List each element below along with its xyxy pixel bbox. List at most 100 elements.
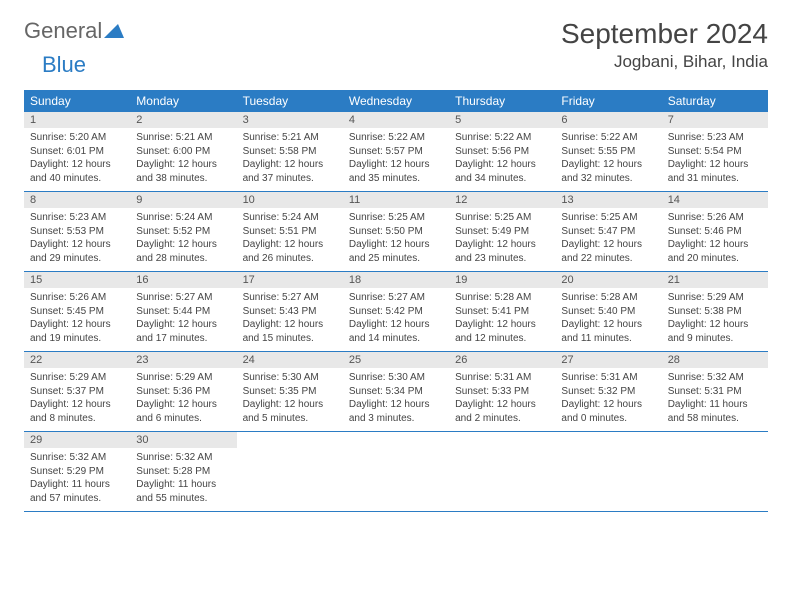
day-data: Sunrise: 5:30 AMSunset: 5:34 PMDaylight:…: [343, 368, 449, 431]
day-cell: 19Sunrise: 5:28 AMSunset: 5:41 PMDayligh…: [449, 272, 555, 352]
day-header-cell: Friday: [555, 90, 661, 112]
day-cell: 30Sunrise: 5:32 AMSunset: 5:28 PMDayligh…: [130, 432, 236, 512]
day-data: Sunrise: 5:23 AMSunset: 5:54 PMDaylight:…: [662, 128, 768, 191]
day-cell: 20Sunrise: 5:28 AMSunset: 5:40 PMDayligh…: [555, 272, 661, 352]
day-data: Sunrise: 5:22 AMSunset: 5:55 PMDaylight:…: [555, 128, 661, 191]
day-header-cell: Sunday: [24, 90, 130, 112]
day-cell: 26Sunrise: 5:31 AMSunset: 5:33 PMDayligh…: [449, 352, 555, 432]
day-cell: [343, 432, 449, 512]
day-number: 9: [130, 192, 236, 208]
day-header-cell: Monday: [130, 90, 236, 112]
day-cell: 27Sunrise: 5:31 AMSunset: 5:32 PMDayligh…: [555, 352, 661, 432]
day-number: 16: [130, 272, 236, 288]
day-number: 28: [662, 352, 768, 368]
day-data: Sunrise: 5:27 AMSunset: 5:42 PMDaylight:…: [343, 288, 449, 351]
day-header-cell: Tuesday: [237, 90, 343, 112]
day-number: 13: [555, 192, 661, 208]
day-cell: 8Sunrise: 5:23 AMSunset: 5:53 PMDaylight…: [24, 192, 130, 272]
day-cell: [555, 432, 661, 512]
week-row: 15Sunrise: 5:26 AMSunset: 5:45 PMDayligh…: [24, 272, 768, 352]
day-cell: 3Sunrise: 5:21 AMSunset: 5:58 PMDaylight…: [237, 112, 343, 192]
day-data: Sunrise: 5:27 AMSunset: 5:43 PMDaylight:…: [237, 288, 343, 351]
day-number: 22: [24, 352, 130, 368]
day-cell: 25Sunrise: 5:30 AMSunset: 5:34 PMDayligh…: [343, 352, 449, 432]
day-number: 26: [449, 352, 555, 368]
day-cell: 2Sunrise: 5:21 AMSunset: 6:00 PMDaylight…: [130, 112, 236, 192]
day-cell: 24Sunrise: 5:30 AMSunset: 5:35 PMDayligh…: [237, 352, 343, 432]
day-number: 19: [449, 272, 555, 288]
day-data: Sunrise: 5:31 AMSunset: 5:33 PMDaylight:…: [449, 368, 555, 431]
day-cell: 7Sunrise: 5:23 AMSunset: 5:54 PMDaylight…: [662, 112, 768, 192]
day-number: 30: [130, 432, 236, 448]
day-cell: 13Sunrise: 5:25 AMSunset: 5:47 PMDayligh…: [555, 192, 661, 272]
day-cell: 6Sunrise: 5:22 AMSunset: 5:55 PMDaylight…: [555, 112, 661, 192]
day-header-cell: Wednesday: [343, 90, 449, 112]
day-cell: 21Sunrise: 5:29 AMSunset: 5:38 PMDayligh…: [662, 272, 768, 352]
day-number: 1: [24, 112, 130, 128]
day-number: 5: [449, 112, 555, 128]
day-number: 8: [24, 192, 130, 208]
day-cell: 29Sunrise: 5:32 AMSunset: 5:29 PMDayligh…: [24, 432, 130, 512]
day-cell: 4Sunrise: 5:22 AMSunset: 5:57 PMDaylight…: [343, 112, 449, 192]
day-cell: 28Sunrise: 5:32 AMSunset: 5:31 PMDayligh…: [662, 352, 768, 432]
day-data: Sunrise: 5:24 AMSunset: 5:52 PMDaylight:…: [130, 208, 236, 271]
day-number: 23: [130, 352, 236, 368]
day-number: 15: [24, 272, 130, 288]
day-cell: 23Sunrise: 5:29 AMSunset: 5:36 PMDayligh…: [130, 352, 236, 432]
day-data: Sunrise: 5:22 AMSunset: 5:56 PMDaylight:…: [449, 128, 555, 191]
week-row: 29Sunrise: 5:32 AMSunset: 5:29 PMDayligh…: [24, 432, 768, 512]
day-number: 24: [237, 352, 343, 368]
day-cell: 9Sunrise: 5:24 AMSunset: 5:52 PMDaylight…: [130, 192, 236, 272]
day-number: 11: [343, 192, 449, 208]
calendar-table: SundayMondayTuesdayWednesdayThursdayFrid…: [24, 90, 768, 512]
day-cell: [237, 432, 343, 512]
day-data: Sunrise: 5:25 AMSunset: 5:50 PMDaylight:…: [343, 208, 449, 271]
day-number: 21: [662, 272, 768, 288]
month-title: September 2024: [561, 18, 768, 50]
week-row: 22Sunrise: 5:29 AMSunset: 5:37 PMDayligh…: [24, 352, 768, 432]
day-number: 3: [237, 112, 343, 128]
day-data: Sunrise: 5:29 AMSunset: 5:37 PMDaylight:…: [24, 368, 130, 431]
logo-triangle-icon: [104, 18, 124, 44]
day-data: Sunrise: 5:26 AMSunset: 5:45 PMDaylight:…: [24, 288, 130, 351]
title-block: September 2024 Jogbani, Bihar, India: [561, 18, 768, 72]
week-row: 1Sunrise: 5:20 AMSunset: 6:01 PMDaylight…: [24, 112, 768, 192]
day-number: 20: [555, 272, 661, 288]
day-cell: 22Sunrise: 5:29 AMSunset: 5:37 PMDayligh…: [24, 352, 130, 432]
day-number: 6: [555, 112, 661, 128]
logo-text-2: Blue: [42, 52, 86, 77]
day-cell: 16Sunrise: 5:27 AMSunset: 5:44 PMDayligh…: [130, 272, 236, 352]
day-data: Sunrise: 5:27 AMSunset: 5:44 PMDaylight:…: [130, 288, 236, 351]
day-data: Sunrise: 5:21 AMSunset: 6:00 PMDaylight:…: [130, 128, 236, 191]
day-number: 17: [237, 272, 343, 288]
day-data: Sunrise: 5:28 AMSunset: 5:41 PMDaylight:…: [449, 288, 555, 351]
day-cell: 10Sunrise: 5:24 AMSunset: 5:51 PMDayligh…: [237, 192, 343, 272]
day-cell: [449, 432, 555, 512]
day-header-cell: Saturday: [662, 90, 768, 112]
day-number: 2: [130, 112, 236, 128]
day-data: Sunrise: 5:26 AMSunset: 5:46 PMDaylight:…: [662, 208, 768, 271]
day-header-cell: Thursday: [449, 90, 555, 112]
logo-text-1: General: [24, 18, 102, 44]
day-data: Sunrise: 5:32 AMSunset: 5:29 PMDaylight:…: [24, 448, 130, 511]
location: Jogbani, Bihar, India: [561, 52, 768, 72]
day-number: 10: [237, 192, 343, 208]
day-data: Sunrise: 5:21 AMSunset: 5:58 PMDaylight:…: [237, 128, 343, 191]
day-cell: 5Sunrise: 5:22 AMSunset: 5:56 PMDaylight…: [449, 112, 555, 192]
day-cell: [662, 432, 768, 512]
day-data: Sunrise: 5:31 AMSunset: 5:32 PMDaylight:…: [555, 368, 661, 431]
day-number: 29: [24, 432, 130, 448]
week-row: 8Sunrise: 5:23 AMSunset: 5:53 PMDaylight…: [24, 192, 768, 272]
day-cell: 12Sunrise: 5:25 AMSunset: 5:49 PMDayligh…: [449, 192, 555, 272]
day-data: Sunrise: 5:25 AMSunset: 5:49 PMDaylight:…: [449, 208, 555, 271]
day-number: 4: [343, 112, 449, 128]
day-cell: 1Sunrise: 5:20 AMSunset: 6:01 PMDaylight…: [24, 112, 130, 192]
day-data: Sunrise: 5:25 AMSunset: 5:47 PMDaylight:…: [555, 208, 661, 271]
day-data: Sunrise: 5:32 AMSunset: 5:28 PMDaylight:…: [130, 448, 236, 511]
logo: General: [24, 18, 124, 44]
day-data: Sunrise: 5:32 AMSunset: 5:31 PMDaylight:…: [662, 368, 768, 431]
day-data: Sunrise: 5:24 AMSunset: 5:51 PMDaylight:…: [237, 208, 343, 271]
day-number: 14: [662, 192, 768, 208]
day-number: 18: [343, 272, 449, 288]
day-number: 25: [343, 352, 449, 368]
